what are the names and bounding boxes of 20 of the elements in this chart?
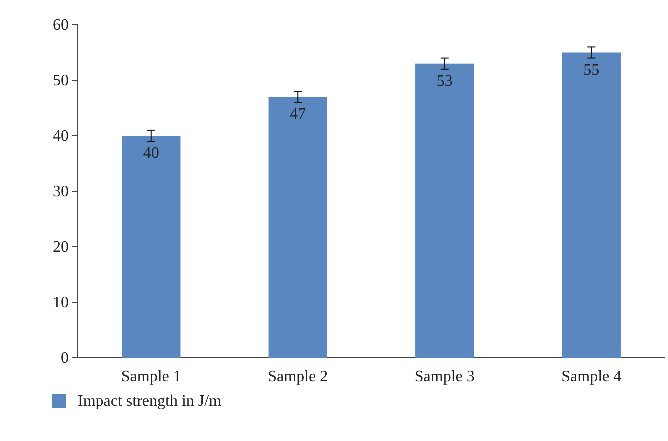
y-tick-label: 30 bbox=[53, 184, 69, 201]
y-tick-label: 60 bbox=[53, 17, 69, 34]
y-tick-label: 40 bbox=[53, 128, 69, 146]
x-tick-label: Sample 2 bbox=[268, 368, 328, 386]
bar bbox=[122, 136, 181, 358]
x-tick-label: Sample 3 bbox=[414, 368, 475, 386]
bar bbox=[562, 52, 621, 358]
legend-label: Impact strength in J/m bbox=[78, 393, 222, 410]
data-label: 40 bbox=[143, 145, 160, 162]
x-tick-label: Sample 4 bbox=[562, 368, 622, 386]
bar bbox=[268, 97, 328, 358]
data-label: 47 bbox=[290, 106, 306, 124]
data-label: 53 bbox=[436, 72, 453, 90]
x-tick-label: Sample 1 bbox=[121, 368, 182, 386]
y-tick-label: 10 bbox=[53, 294, 69, 312]
y-tick-label: 50 bbox=[53, 72, 69, 90]
y-tick-label: 0 bbox=[61, 350, 69, 368]
bar bbox=[416, 64, 474, 358]
data-label: 55 bbox=[584, 62, 600, 79]
y-tick-label: 20 bbox=[53, 239, 69, 256]
